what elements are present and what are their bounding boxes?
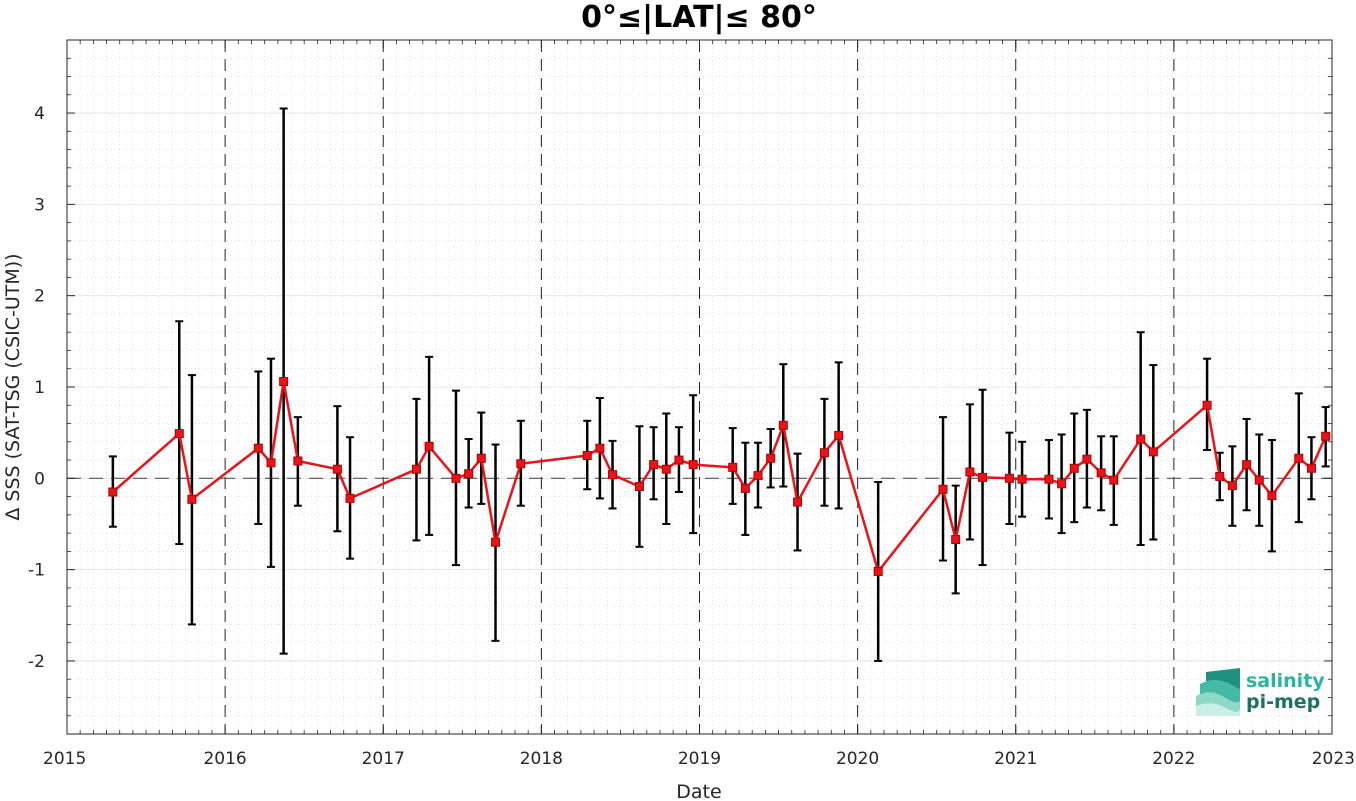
y-tick-label: 3 <box>34 195 45 215</box>
data-point <box>187 494 197 504</box>
data-point <box>608 470 618 480</box>
data-point <box>1082 454 1092 464</box>
data-point <box>174 429 184 439</box>
data-point <box>740 483 750 493</box>
data-point <box>1004 473 1014 483</box>
data-point <box>938 484 948 494</box>
data-point <box>345 493 355 503</box>
data-point <box>793 497 803 507</box>
data-point <box>1227 481 1237 491</box>
data-point <box>108 487 118 497</box>
data-point <box>1109 475 1119 485</box>
data-point <box>464 469 474 479</box>
data-point <box>516 459 526 469</box>
x-tick-label: 2018 <box>520 749 563 769</box>
wave-logo-icon <box>1196 668 1242 716</box>
data-point <box>1044 474 1054 484</box>
data-point <box>1148 447 1158 457</box>
data-point <box>1215 471 1225 481</box>
data-point <box>649 460 659 470</box>
y-tick-label: -1 <box>28 561 45 581</box>
x-tick-label: 2023 <box>1312 749 1355 769</box>
data-point <box>1069 463 1079 473</box>
y-axis-title: Δ SSS (SAT-TSG (CSIC-UTM)) <box>2 253 24 520</box>
data-point <box>688 460 698 470</box>
y-tick-label: -2 <box>28 652 45 672</box>
data-point <box>951 534 961 544</box>
data-point <box>332 464 342 474</box>
data-point <box>778 420 788 430</box>
x-tick-label: 2019 <box>678 749 721 769</box>
data-point <box>253 443 263 453</box>
data-point <box>1294 453 1304 463</box>
logo-text-pimep: pi-mep <box>1246 691 1320 713</box>
x-tick-label: 2022 <box>1152 749 1195 769</box>
data-point <box>753 471 763 481</box>
axis-ticks <box>66 39 1333 735</box>
data-point <box>661 464 671 474</box>
x-tick-label: 2017 <box>362 749 405 769</box>
series-markers <box>108 377 1331 576</box>
chart-title: 0°≤|LAT|≤ 80° <box>581 0 817 35</box>
data-point <box>411 464 421 474</box>
data-point <box>451 473 461 483</box>
data-point <box>491 537 501 547</box>
y-tick-label: 4 <box>34 104 45 124</box>
data-point <box>965 467 975 477</box>
data-point <box>978 472 988 482</box>
x-tick-label: 2020 <box>836 749 879 769</box>
x-tick-labels: 2015 2016 2017 2018 2019 2020 2021 2022 2023 <box>43 749 1355 769</box>
data-point <box>1306 463 1316 473</box>
data-point <box>1267 491 1277 501</box>
data-point <box>1017 474 1027 484</box>
year-separators <box>224 40 1175 734</box>
data-point <box>293 456 303 466</box>
data-point <box>582 450 592 460</box>
data-point <box>279 377 289 387</box>
data-point <box>634 482 644 492</box>
data-point <box>1057 479 1067 489</box>
y-tick-labels: -2 -1 0 1 2 3 4 <box>28 104 45 672</box>
logo-text-salinity: salinity <box>1246 670 1325 692</box>
data-point <box>1202 400 1212 410</box>
data-point <box>266 458 276 468</box>
y-tick-label: 0 <box>34 469 45 489</box>
x-tick-label: 2021 <box>994 749 1037 769</box>
data-point <box>1242 460 1252 470</box>
x-tick-label: 2016 <box>203 749 246 769</box>
salinity-pimep-logo: salinity pi-mep <box>1196 668 1325 716</box>
data-point <box>1096 468 1106 478</box>
data-point <box>873 566 883 576</box>
y-tick-label: 2 <box>34 287 45 307</box>
data-point <box>1136 434 1146 444</box>
data-point <box>766 453 776 463</box>
x-tick-label: 2015 <box>43 749 86 769</box>
data-point <box>1321 431 1331 441</box>
data-point <box>476 453 486 463</box>
data-point <box>424 441 434 451</box>
data-point <box>674 455 684 465</box>
data-point <box>595 443 605 453</box>
x-axis-title: Date <box>676 781 721 801</box>
data-point <box>1254 475 1264 485</box>
data-point <box>834 430 844 440</box>
data-point <box>728 462 738 472</box>
data-point <box>819 448 829 458</box>
y-tick-label: 1 <box>34 378 45 398</box>
